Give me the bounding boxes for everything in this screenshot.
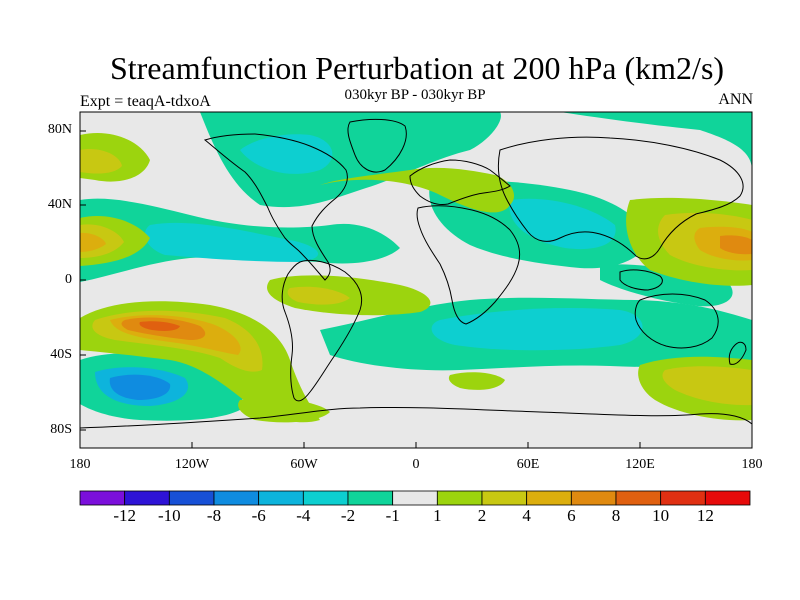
- lat-label-40n: 40N: [47, 197, 72, 212]
- contour-pos-pacific-20n-inner: [80, 232, 106, 252]
- contour-pos-tropical-atlantic-core: [287, 286, 350, 305]
- contour-pos-south-indian-small: [448, 372, 505, 390]
- colorbar-label: -4: [296, 506, 311, 525]
- coastline-europe: [409, 159, 511, 205]
- colorbar-label: -1: [385, 506, 400, 525]
- coastlines: [80, 118, 752, 429]
- colorbar-label: 2: [477, 506, 487, 525]
- colorbar-swatch: [660, 490, 706, 506]
- colorbar-label: 12: [696, 506, 714, 525]
- colorbar-label: 1: [433, 506, 442, 525]
- lat-ticks: [80, 130, 86, 431]
- colorbar-swatch: [258, 490, 304, 506]
- coastline-asia: [497, 136, 744, 260]
- colorbar-label: -10: [157, 506, 181, 525]
- experiment-label: Expt = teaqA-tdxoA: [80, 93, 211, 110]
- lon-label-180e: 180: [741, 457, 763, 472]
- chart-subtitle: 030kyr BP - 030kyr BP: [344, 87, 486, 103]
- colorbar-label: -2: [340, 506, 356, 525]
- colorbar-swatch: [392, 490, 438, 506]
- contour-pos-europe: [320, 167, 515, 213]
- colorbar-label: 10: [652, 506, 670, 525]
- chart-title: Streamfunction Perturbation at 200 hPa (…: [109, 50, 725, 86]
- contour-pos-northwest-core: [80, 149, 122, 174]
- lon-label-180w: 180: [69, 457, 91, 472]
- contour-neg-south-indian-core: [431, 308, 643, 351]
- colorbar-swatch: [347, 490, 394, 506]
- colorbar-swatch: [436, 490, 483, 506]
- coastline-new-zealand: [728, 341, 747, 365]
- contour-neg-north-pacific: [560, 112, 752, 170]
- lat-label-0: 0: [65, 272, 72, 287]
- colorbar-swatch: [79, 490, 126, 506]
- lon-ticks: [79, 442, 753, 448]
- colorbar-swatch: [570, 490, 617, 506]
- colorbar-label: 4: [522, 506, 531, 525]
- lon-label-0: 0: [412, 457, 420, 472]
- coastline-indonesia: [619, 269, 663, 291]
- contour-neg-indian-core: [509, 198, 616, 250]
- coastline-north-america: [203, 133, 348, 281]
- colorbar-label: 6: [567, 506, 576, 525]
- contour-pos-tropical-atlantic: [267, 275, 431, 316]
- lon-label-60e: 60E: [516, 457, 540, 472]
- lat-label-40s: 40S: [50, 347, 72, 362]
- colorbar-label: -12: [113, 506, 136, 525]
- lat-label-80s: 80S: [50, 422, 72, 437]
- lon-label-120w: 120W: [174, 457, 210, 472]
- lon-label-60w: 60W: [290, 457, 318, 472]
- contour-pos-south-australia-core: [662, 366, 752, 406]
- contour-neg-canada-core: [240, 134, 333, 174]
- contour-neg-central-america: [145, 222, 319, 262]
- contour-pos-east-20n-peak: [720, 235, 752, 255]
- contour-neg-south-pacific-inner: [109, 374, 171, 400]
- colorbar-swatch: [526, 490, 572, 506]
- coastline-africa: [416, 205, 521, 325]
- colorbar-swatch: [124, 490, 170, 506]
- colorbar-swatch: [302, 490, 349, 506]
- colorbar-label: -6: [251, 506, 266, 525]
- lon-label-120e: 120E: [625, 457, 655, 472]
- colorbar-swatch: [481, 490, 528, 506]
- colorbar-swatch: [213, 490, 260, 506]
- contour-neg-north-america: [200, 112, 501, 208]
- colorbar-swatch: [168, 490, 215, 506]
- colorbar-swatch: [615, 490, 662, 506]
- coastline-south-america: [281, 259, 363, 402]
- colorbar-label: 8: [611, 506, 621, 525]
- colorbar: [79, 490, 751, 506]
- coastline-australia: [634, 293, 719, 349]
- contour-pos-south-pacific-max: [139, 321, 180, 331]
- coastline-antarctica: [80, 406, 752, 429]
- contour-neg-west-pacific: [600, 264, 733, 307]
- season-label: ANN: [718, 91, 753, 108]
- coastline-greenland: [347, 118, 407, 173]
- colorbar-swatch: [704, 490, 751, 506]
- colorbar-label: -8: [206, 506, 222, 525]
- lat-label-80n: 80N: [47, 122, 72, 137]
- contour-field: [80, 112, 752, 448]
- contour-pos-antarctic: [238, 398, 330, 423]
